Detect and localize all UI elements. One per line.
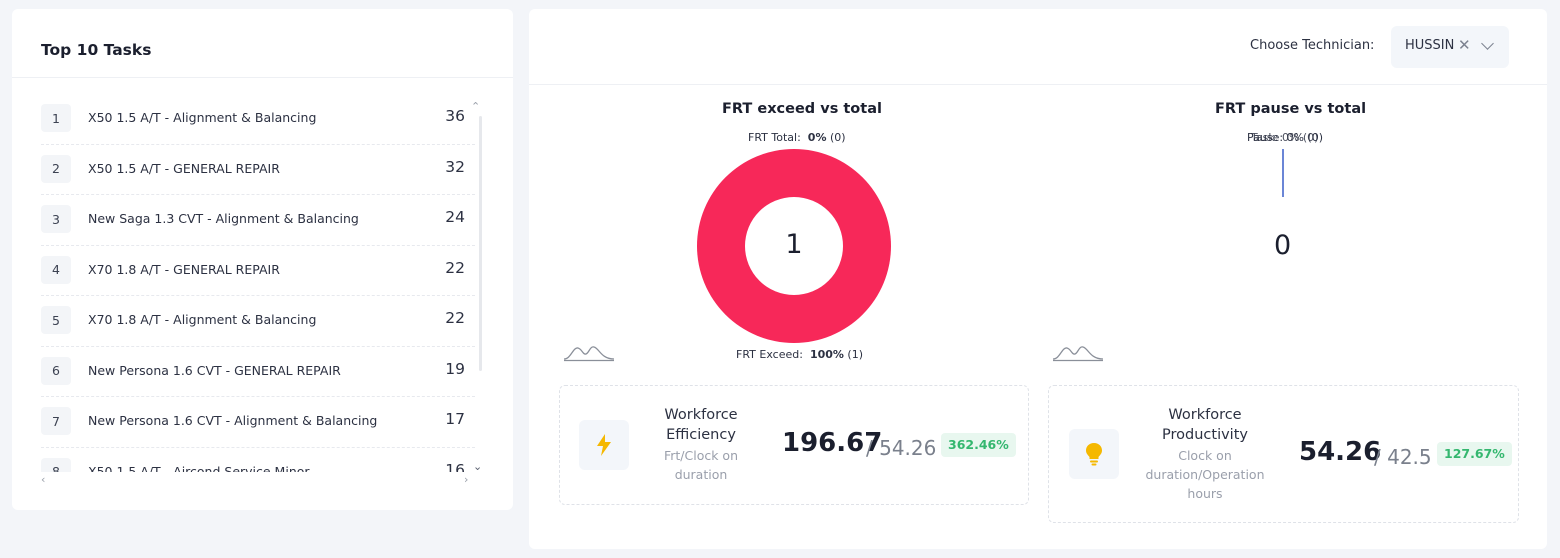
list-item: 4 X70 1.8 A/T - GENERAL REPAIR 22	[41, 246, 475, 296]
productivity-title: Workforce Productivity	[1139, 405, 1271, 445]
frt-exceed-data-label: FRT Exceed: 100% (1)	[736, 348, 863, 361]
task-rank: 5	[41, 306, 71, 334]
task-name: X50 1.5 A/T - GENERAL REPAIR	[88, 160, 280, 176]
task-data-label: Task: 0% (0)	[1251, 131, 1319, 144]
list-item: 8 X50 1.5 A/T - Aircond Service Minor 16	[41, 448, 475, 473]
pause-leader-line	[1282, 149, 1284, 197]
frt-exceed-donut-chart[interactable]: 1	[697, 149, 891, 343]
productivity-title-line2: Productivity	[1162, 427, 1248, 443]
pause-data-label: Pause: 0% (0)	[1247, 131, 1324, 144]
task-count: 17	[445, 410, 465, 428]
donut-hole: 1	[745, 197, 843, 295]
efficiency-total: / 54.26	[866, 436, 937, 460]
productivity-value: 54.26	[1299, 437, 1382, 467]
task-name: New Persona 1.6 CVT - Alignment & Balanc…	[88, 413, 378, 428]
task-rank: 6	[41, 356, 71, 385]
frt-dashboard-card: Choose Technician: HUSSIN ✕ FRT exceed v…	[529, 9, 1547, 549]
productivity-total: / 42.5	[1374, 445, 1432, 469]
frt-exceed-label-count: (1)	[847, 348, 864, 361]
task-name: New Saga 1.3 CVT - Alignment & Balancing	[88, 211, 359, 226]
frt-pause-center-value: 0	[1274, 230, 1292, 261]
productivity-sub-line1: Clock on	[1178, 448, 1232, 463]
frt-exceed-label-pct: 100%	[809, 348, 844, 361]
clear-icon[interactable]: ✕	[1458, 36, 1471, 54]
task-name: X50 1.5 A/T - Aircond Service Minor	[88, 463, 310, 473]
frt-exceed-label-name: FRT Exceed:	[736, 348, 803, 361]
task-count: 16	[445, 460, 465, 473]
productivity-title-line1: Workforce	[1168, 407, 1242, 423]
scroll-right-arrow-icon[interactable]: ›	[464, 473, 469, 486]
task-name: X70 1.8 A/T - GENERAL REPAIR	[88, 261, 280, 277]
list-item: 3 New Saga 1.3 CVT - Alignment & Balanci…	[41, 195, 475, 246]
task-list[interactable]: 1 X50 1.5 A/T - Alignment & Balancing 36…	[41, 94, 475, 472]
productivity-subtitle: Clock on duration/Operation hours	[1139, 446, 1271, 503]
distribution-icon[interactable]	[1052, 342, 1104, 362]
efficiency-percent-badge: 362.46%	[941, 433, 1016, 457]
efficiency-value: 196.67	[782, 428, 883, 458]
task-count: 22	[445, 258, 465, 277]
frt-total-label-name: FRT Total:	[748, 131, 801, 144]
task-count: 22	[445, 309, 465, 327]
productivity-percent-badge: 127.67%	[1437, 442, 1512, 466]
frt-pause-title: FRT pause vs total	[1215, 101, 1367, 117]
task-rank: 1	[41, 104, 71, 132]
productivity-sub-line3: hours	[1187, 486, 1223, 501]
workforce-efficiency-card: Workforce Efficiency Frt/Clock on durati…	[559, 385, 1029, 505]
task-name: X50 1.5 A/T - Alignment & Balancing	[88, 110, 317, 125]
top-tasks-title: Top 10 Tasks	[41, 41, 152, 59]
task-rank: 8	[41, 457, 71, 472]
task-rank: 4	[41, 255, 71, 284]
efficiency-icon-box	[579, 420, 629, 470]
task-rank: 2	[41, 154, 71, 183]
efficiency-title-line1: Workforce	[664, 407, 738, 423]
efficiency-sub-line2: duration	[674, 467, 728, 482]
vertical-scrollbar[interactable]	[479, 116, 482, 371]
efficiency-title-line2: Efficiency	[666, 427, 736, 443]
task-count: 19	[445, 359, 465, 378]
task-name: New Persona 1.6 CVT - GENERAL REPAIR	[88, 362, 341, 378]
divider	[529, 84, 1547, 85]
efficiency-title: Workforce Efficiency	[650, 405, 752, 445]
scroll-up-arrow-icon[interactable]: ⌃	[471, 100, 481, 113]
list-item: 5 X70 1.8 A/T - Alignment & Balancing 22	[41, 296, 475, 347]
technician-label: Choose Technician:	[1250, 38, 1375, 53]
lightning-icon	[597, 434, 611, 456]
list-item: 2 X50 1.5 A/T - GENERAL REPAIR 32	[41, 145, 475, 195]
frt-exceed-title: FRT exceed vs total	[722, 101, 882, 117]
task-rank: 7	[41, 407, 71, 435]
scroll-left-arrow-icon[interactable]: ‹	[41, 473, 46, 486]
list-item: 6 New Persona 1.6 CVT - GENERAL REPAIR 1…	[41, 347, 475, 397]
workforce-productivity-card: Workforce Productivity Clock on duration…	[1048, 385, 1519, 523]
task-count: 36	[445, 107, 465, 125]
technician-select[interactable]: HUSSIN ✕	[1391, 26, 1509, 68]
list-item: 7 New Persona 1.6 CVT - Alignment & Bala…	[41, 397, 475, 448]
distribution-icon[interactable]	[563, 342, 615, 362]
donut-center-value: 1	[785, 229, 803, 260]
efficiency-sub-line1: Frt/Clock on	[663, 448, 739, 463]
frt-total-data-label: FRT Total: 0% (0)	[748, 131, 846, 144]
task-rank: 3	[41, 205, 71, 233]
task-count: 24	[445, 208, 465, 226]
chevron-down-icon[interactable]	[1481, 37, 1494, 50]
productivity-icon-box	[1069, 429, 1119, 479]
divider	[12, 77, 513, 78]
efficiency-subtitle: Frt/Clock on duration	[650, 446, 752, 484]
task-name: X70 1.8 A/T - Alignment & Balancing	[88, 312, 317, 327]
scroll-down-arrow-icon[interactable]: ⌄	[473, 460, 483, 473]
top-tasks-card: Top 10 Tasks 1 X50 1.5 A/T - Alignment &…	[12, 9, 513, 510]
lightbulb-icon	[1086, 443, 1102, 466]
task-count: 32	[445, 157, 465, 176]
list-item: 1 X50 1.5 A/T - Alignment & Balancing 36	[41, 94, 475, 145]
frt-total-label-pct: 0%	[807, 131, 827, 144]
productivity-sub-line2: duration/Operation	[1145, 467, 1265, 482]
technician-value: HUSSIN	[1405, 38, 1455, 53]
frt-total-label-count: (0)	[829, 131, 846, 144]
